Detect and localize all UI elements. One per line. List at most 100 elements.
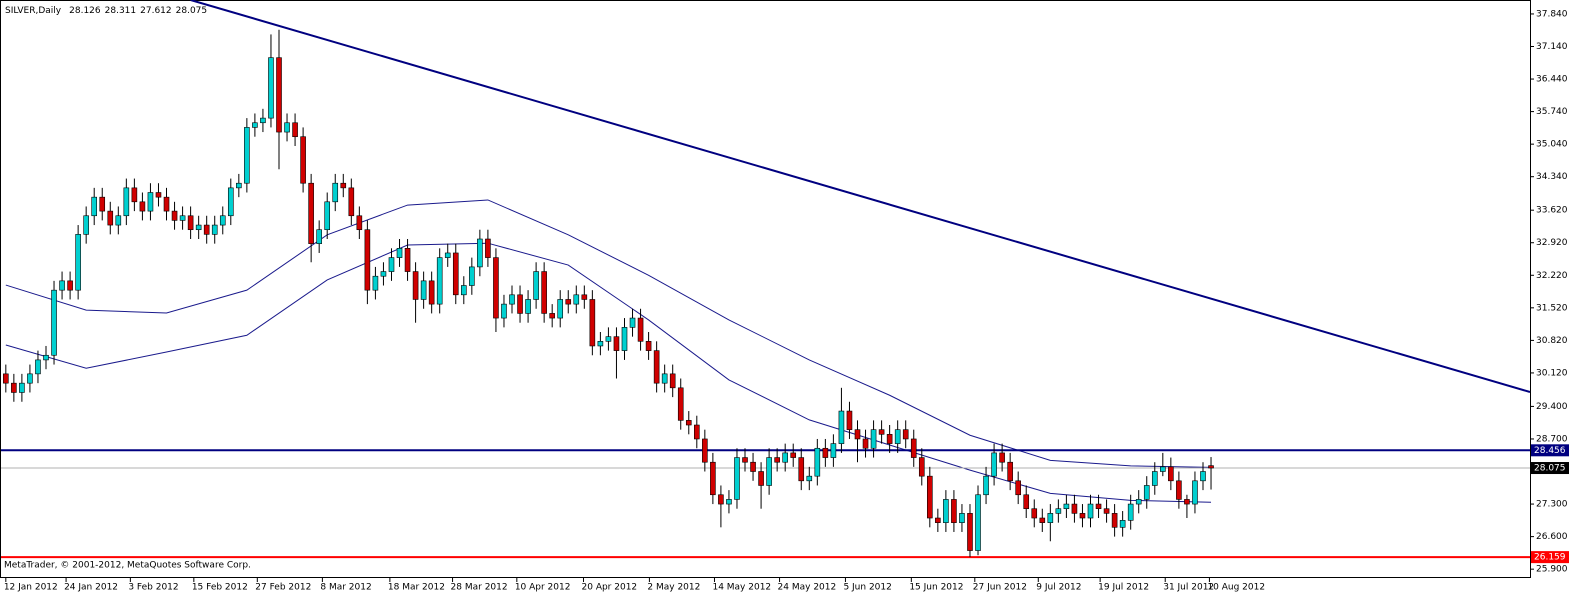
close-value: 28.075 [176, 6, 208, 16]
candle-body [967, 513, 973, 551]
x-tick-label: 31 Jul 2012 [1163, 583, 1214, 593]
candle-body [758, 471, 764, 486]
y-tick-label: 31.520 [1536, 303, 1568, 313]
candle-body [324, 201, 331, 231]
candle-body [1103, 508, 1110, 514]
candle-body [1039, 517, 1046, 523]
candle-body [372, 275, 379, 291]
candle-body [115, 215, 122, 226]
candle-body [1176, 480, 1182, 500]
y-tick-label: 28.700 [1536, 434, 1568, 444]
candle-body [99, 196, 106, 212]
candle-body [999, 452, 1005, 463]
candle-body [902, 429, 909, 440]
candle-body [332, 182, 339, 203]
candle-body [774, 457, 780, 463]
candle-body [846, 410, 853, 430]
price-label-box [1531, 551, 1569, 564]
candle-body [918, 457, 925, 477]
candle-body [67, 280, 73, 291]
x-tick-label: 9 Jul 2012 [1036, 583, 1081, 593]
candle-body [581, 294, 588, 300]
y-tick-label: 29.400 [1536, 402, 1568, 412]
candle-body [822, 447, 829, 458]
candle-body [211, 224, 218, 235]
x-tick-label: 5 Jun 2012 [843, 583, 891, 593]
y-tick-label: 34.340 [1536, 172, 1568, 182]
candle-body [854, 429, 861, 440]
candle-body [155, 192, 162, 198]
candle-body [356, 215, 363, 231]
candle-body [870, 429, 877, 449]
candle-body [1095, 503, 1102, 510]
candle-body [493, 257, 499, 319]
x-tick-label: 3 Feb 2012 [128, 583, 178, 593]
x-tick-label: 20 Apr 2012 [582, 583, 638, 593]
candle-body [404, 248, 411, 272]
candle-body [806, 475, 813, 482]
candle-body [43, 354, 49, 361]
candle-body [171, 210, 178, 221]
candle-body [702, 438, 708, 463]
candle-body [589, 299, 596, 347]
candle-body [975, 494, 981, 551]
candle-body [565, 299, 572, 305]
candle-body [147, 192, 154, 212]
price-label-box [1531, 462, 1569, 475]
candle-body [227, 187, 234, 217]
chart-title: SILVER,Daily 28.126 28.311 27.612 28.075 [5, 6, 207, 16]
price-label: 28.075 [1534, 464, 1566, 474]
candle-body [710, 461, 716, 496]
open-value: 28.126 [69, 6, 101, 16]
candle-body [444, 252, 451, 258]
candle-body [766, 457, 772, 486]
candle-body [436, 257, 443, 305]
price-label: 28.456 [1534, 446, 1566, 456]
candle-body [910, 438, 917, 458]
candle-body [1023, 494, 1030, 510]
candle-body [59, 280, 65, 291]
candle-body [959, 513, 965, 523]
candle-body [1047, 513, 1054, 523]
price-label-box [1531, 444, 1569, 457]
candle-body [396, 248, 403, 258]
candle-body [814, 447, 821, 477]
x-tick-label: 27 Feb 2012 [255, 583, 311, 593]
y-tick-label: 25.900 [1536, 565, 1568, 575]
candle-body [541, 271, 547, 314]
candle-body [107, 210, 114, 226]
candle-body [244, 127, 250, 184]
candle-body [469, 266, 475, 286]
candle-body [790, 452, 797, 458]
candle-body [677, 387, 684, 421]
candle-body [605, 336, 612, 342]
candle-body [894, 429, 901, 444]
candle-body [260, 117, 266, 124]
y-tick-label: 32.220 [1536, 271, 1568, 281]
candle-body [420, 280, 427, 300]
candle-body [131, 187, 138, 203]
y-tick-label: 35.740 [1536, 107, 1568, 117]
candle-body [597, 341, 604, 347]
price-label: 26.159 [1534, 553, 1566, 563]
candle-body [11, 382, 17, 393]
candle-body [621, 327, 628, 351]
candle-body [661, 373, 668, 384]
candle-body [878, 429, 885, 435]
candle-body [750, 461, 756, 472]
candle-body [613, 336, 620, 351]
candle-body [412, 271, 419, 300]
high-value: 28.311 [105, 6, 137, 16]
x-tick-label: 27 Jun 2012 [973, 583, 1027, 593]
candle-body [951, 499, 957, 523]
candle-body [1031, 508, 1038, 519]
candle-body [573, 294, 580, 305]
candle-body [501, 303, 507, 319]
candle-body [943, 499, 949, 523]
low-value: 27.612 [140, 6, 172, 16]
candle-body [1200, 471, 1206, 482]
candle-body [1055, 508, 1062, 514]
trend-line [190, 0, 1531, 393]
